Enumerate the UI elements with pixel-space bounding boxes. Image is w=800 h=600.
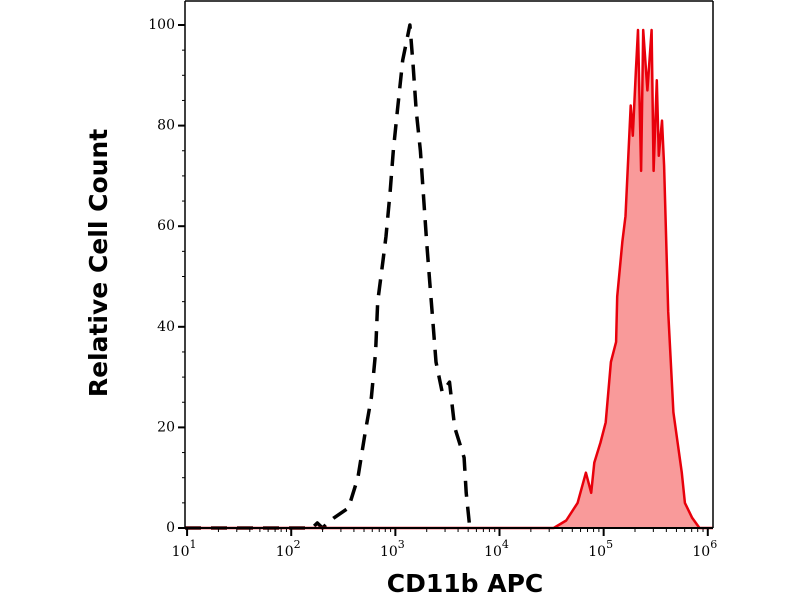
x-tick-label: 104	[484, 538, 509, 560]
x-tick-base: 10	[588, 544, 606, 560]
cd11b-histogram-line	[185, 28, 713, 530]
x-tick-label: 105	[588, 538, 613, 560]
x-tick-base: 10	[276, 544, 294, 560]
x-tick-exponent: 2	[294, 538, 301, 551]
y-tick-label: 100	[148, 17, 175, 33]
x-axis-title: CD11b APC	[387, 569, 544, 598]
x-tick-exponent: 5	[606, 538, 613, 551]
x-tick-exponent: 4	[502, 538, 509, 551]
y-tick-label: 0	[166, 520, 175, 536]
y-tick-label: 60	[157, 218, 175, 234]
x-tick-base: 10	[484, 544, 502, 560]
x-tick-exponent: 6	[710, 538, 717, 551]
isotype-dashed-line	[185, 23, 475, 530]
y-tick-label: 80	[157, 118, 175, 134]
x-tick-exponent: 3	[398, 538, 405, 551]
x-tick-base: 10	[380, 544, 398, 560]
plot-area	[185, 23, 713, 530]
y-tick-label: 20	[157, 419, 175, 435]
x-tick-exponent: 1	[189, 538, 196, 551]
y-tick-label: 40	[157, 319, 175, 335]
x-tick-label: 101	[172, 538, 197, 560]
x-tick-label: 103	[380, 538, 405, 560]
x-tick-label: 102	[276, 538, 301, 560]
x-tick-base: 10	[692, 544, 710, 560]
x-tick-label: 106	[692, 538, 717, 560]
y-axis-title: Relative Cell Count	[84, 129, 113, 397]
x-tick-base: 10	[172, 544, 190, 560]
series-fill-1	[185, 30, 713, 528]
